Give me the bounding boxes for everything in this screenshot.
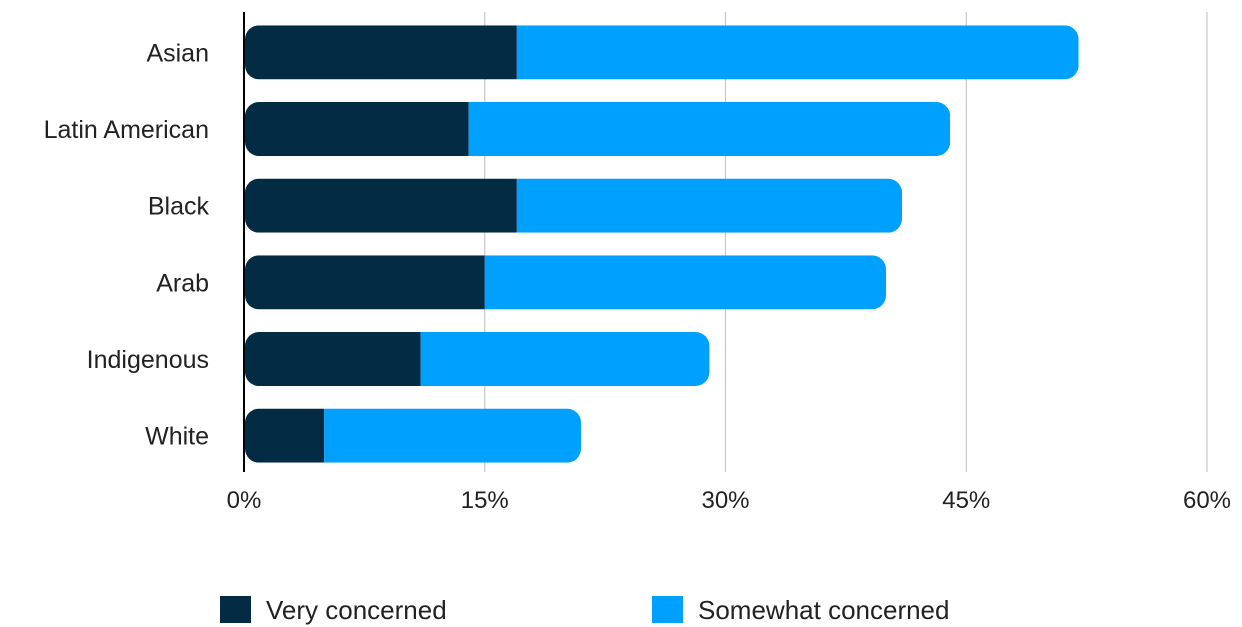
x-tick-label: 45% [942, 487, 990, 514]
x-tick-label: 0% [227, 487, 262, 514]
x-tick-label: 60% [1183, 487, 1231, 514]
x-tick-label: 30% [701, 487, 749, 514]
bar-white-very-concerned [245, 408, 325, 463]
category-labels: Asian Latin American Black Arab Indigenous Wh… [44, 39, 210, 450]
bar-indigenous-somewhat-concerned [420, 332, 710, 386]
legend-swatch-very-concerned [220, 596, 251, 623]
category-label: Arab [156, 269, 209, 297]
bar-white-somewhat-concerned [324, 408, 582, 463]
bar-latin-american-very-concerned [245, 102, 469, 156]
bar-black-very-concerned [245, 178, 517, 233]
gridlines [484, 12, 1208, 472]
legend-label-very-concerned: Very concerned [266, 595, 447, 625]
x-tick-label: 15% [461, 487, 509, 514]
category-label: White [145, 423, 209, 451]
bar-group-arab [245, 255, 886, 310]
category-label: Black [148, 193, 210, 221]
bars [245, 25, 1079, 463]
bar-arab-very-concerned [245, 255, 485, 310]
bar-asian-very-concerned [245, 25, 517, 80]
bar-group-white [245, 408, 582, 463]
bar-indigenous-very-concerned [245, 332, 421, 386]
legend-label-somewhat-concerned: Somewhat concerned [698, 595, 949, 625]
category-label: Indigenous [87, 346, 209, 374]
legend-swatch-somewhat-concerned [652, 596, 683, 623]
bar-arab-somewhat-concerned [484, 255, 886, 310]
bar-black-somewhat-concerned [516, 178, 903, 233]
bar-latin-american-somewhat-concerned [468, 102, 951, 156]
category-label: Latin American [44, 116, 209, 144]
category-label: Asian [146, 39, 209, 67]
bar-group-asian [245, 25, 1079, 80]
bar-group-indigenous [245, 332, 710, 386]
legend: Very concerned Somewhat concerned [220, 595, 949, 625]
x-tick-labels: 0% 15% 30% 45% 60% [227, 487, 1231, 514]
bar-asian-somewhat-concerned [516, 25, 1079, 80]
bar-group-latin-american [245, 102, 951, 156]
bar-group-black [245, 178, 903, 233]
